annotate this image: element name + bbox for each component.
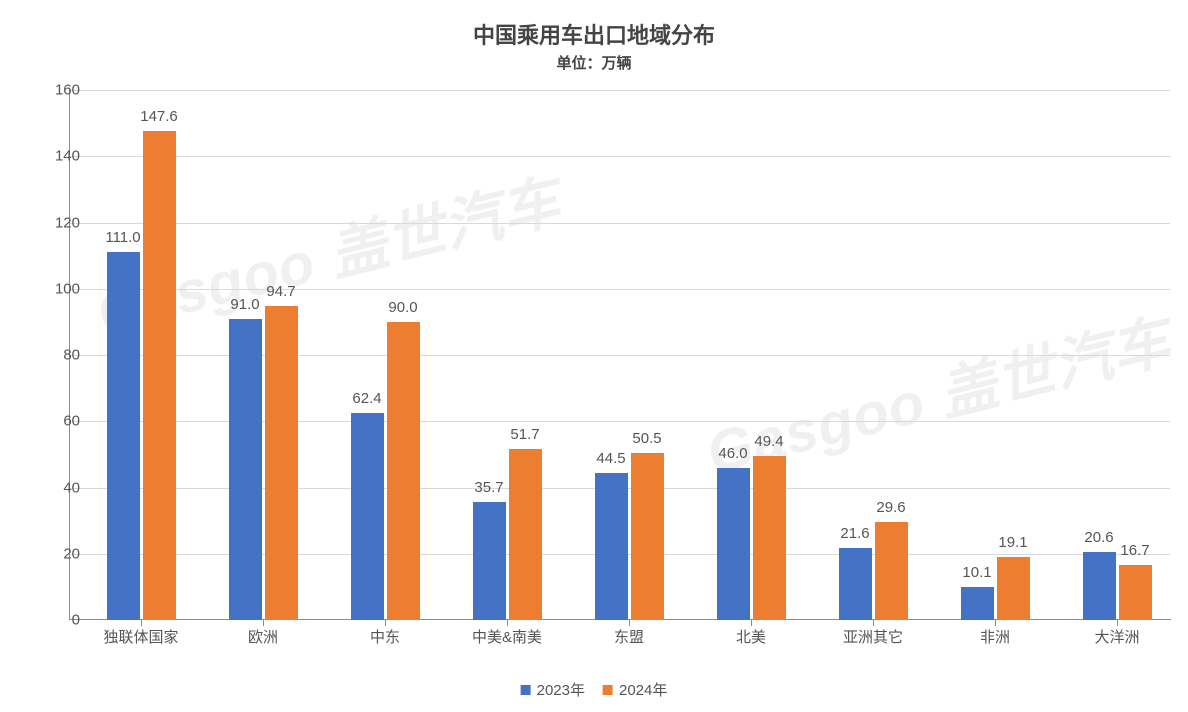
data-label: 10.1 [962,564,991,581]
data-label: 49.4 [754,433,783,450]
data-label: 51.7 [510,426,539,443]
legend-item-2024: 2024年 [603,679,667,700]
data-label: 111.0 [105,229,140,246]
chart-subtitle: 单位：万辆 [0,52,1188,73]
chart-container: 中国乘用车出口地域分布 单位：万辆 Gasgoo 盖世汽车 Gasgoo 盖世汽… [0,0,1188,712]
bar [143,131,176,620]
bar [1119,565,1152,620]
bar [265,306,298,620]
bar [839,548,872,620]
bar [997,557,1030,620]
x-tick-label: 北美 [736,626,766,647]
y-tick-label: 40 [30,479,80,496]
y-tick-label: 120 [30,214,80,231]
y-tick-label: 140 [30,148,80,165]
y-tick-label: 80 [30,347,80,364]
chart-title: 中国乘用车出口地域分布 [0,18,1188,50]
data-label: 50.5 [632,430,661,447]
bar [1083,552,1116,620]
data-label: 20.6 [1084,529,1113,546]
data-label: 16.7 [1120,542,1149,559]
plot-area: 独联体国家111.0147.6欧洲91.094.7中东62.490.0中美&南美… [70,90,1170,620]
data-label: 35.7 [474,479,503,496]
y-tick-label: 20 [30,545,80,562]
bar [107,252,140,620]
x-tick-label: 非洲 [980,626,1010,647]
x-tick-label: 东盟 [614,626,644,647]
gridline [70,289,1170,290]
data-label: 29.6 [876,499,905,516]
bar [509,449,542,620]
data-label: 62.4 [352,390,381,407]
x-tick-label: 中东 [370,626,400,647]
data-label: 90.0 [388,299,417,316]
bar [473,502,506,620]
y-tick-label: 60 [30,413,80,430]
bar [229,319,262,620]
y-tick-label: 0 [30,612,80,629]
gridline [70,90,1170,91]
title-group: 中国乘用车出口地域分布 单位：万辆 [0,0,1188,73]
x-tick-label: 欧洲 [248,626,278,647]
data-label: 44.5 [596,450,625,467]
bar [351,413,384,620]
legend-label-2024: 2024年 [619,679,667,700]
bar [961,587,994,620]
bar [875,522,908,620]
x-tick-label: 大洋洲 [1094,626,1139,647]
data-label: 147.6 [140,108,178,125]
legend-swatch-2024 [603,685,613,695]
x-tick-label: 中美&南美 [472,626,542,647]
bar [631,453,664,620]
data-label: 94.7 [266,283,295,300]
y-tick-label: 160 [30,82,80,99]
x-tick-label: 独联体国家 [103,626,178,647]
legend-label-2023: 2023年 [537,679,585,700]
legend-item-2023: 2023年 [521,679,585,700]
bar [717,468,750,620]
legend: 2023年 2024年 [521,679,668,700]
bar [595,473,628,620]
data-label: 91.0 [230,296,259,313]
x-tick-label: 亚洲其它 [843,626,903,647]
data-label: 46.0 [718,445,747,462]
gridline [70,156,1170,157]
data-label: 19.1 [998,534,1027,551]
data-label: 21.6 [840,525,869,542]
legend-swatch-2023 [521,685,531,695]
bar [387,322,420,620]
y-tick-label: 100 [30,280,80,297]
bar [753,456,786,620]
gridline [70,223,1170,224]
